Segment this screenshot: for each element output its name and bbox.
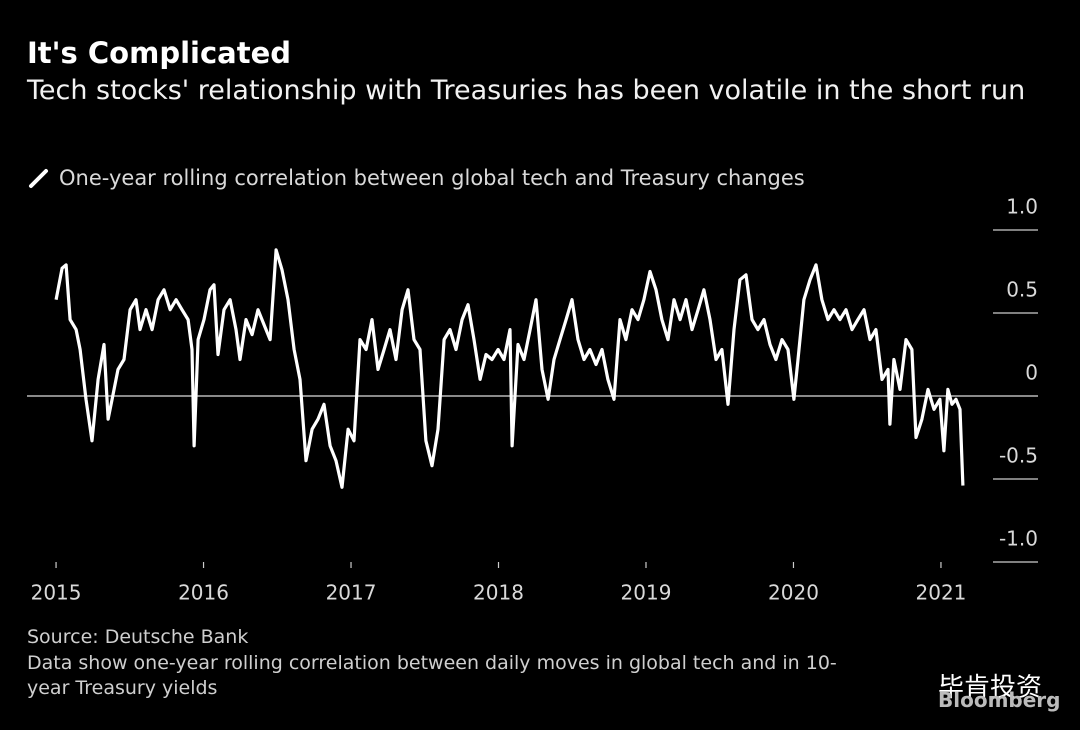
note: Data show one-year rolling correlation b… xyxy=(27,652,837,699)
x-tick-label: 2020 xyxy=(768,581,819,605)
y-tick-label: -0.5 xyxy=(999,444,1038,468)
y-tick-label: 0.5 xyxy=(1006,278,1038,302)
brand: Bloomberg xyxy=(938,688,1061,712)
legend-label: One-year rolling correlation between glo… xyxy=(59,166,805,190)
watermark: 毕肯投资 xyxy=(938,673,1043,703)
source: Source: Deutsche Bank xyxy=(27,626,249,648)
x-tick-label: 2019 xyxy=(621,581,672,605)
x-tick-label: 2015 xyxy=(31,581,82,605)
x-tick-label: 2017 xyxy=(326,581,377,605)
y-tick-label: 0 xyxy=(1025,361,1038,385)
legend: One-year rolling correlation between glo… xyxy=(27,166,805,190)
x-tick-label: 2016 xyxy=(178,581,229,605)
x-tick-label: 2018 xyxy=(473,581,524,605)
y-tick-label: -1.0 xyxy=(999,527,1038,551)
x-tick-label: 2021 xyxy=(916,581,967,605)
y-tick-label: 1.0 xyxy=(1006,195,1038,219)
series-line xyxy=(54,248,965,489)
chart-title: It's Complicated xyxy=(27,36,292,70)
chart-subtitle: Tech stocks' relationship with Treasurie… xyxy=(27,75,1026,106)
legend-swatch xyxy=(29,169,48,188)
